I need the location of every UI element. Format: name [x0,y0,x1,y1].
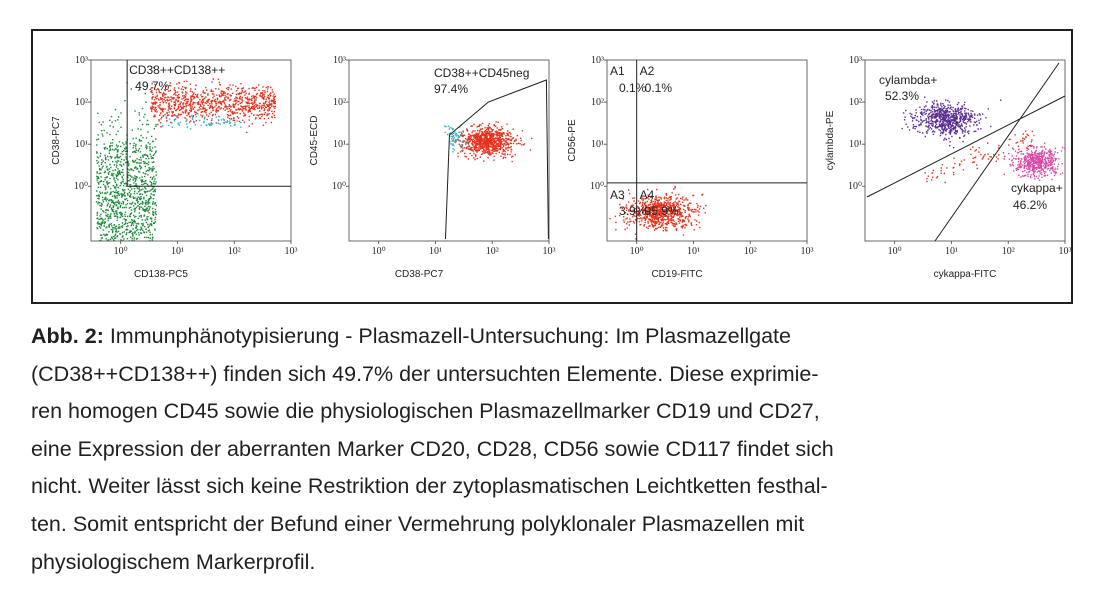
y-axis-label: cylambda-PE [825,110,836,170]
gate-percent: 49.7% [135,79,169,93]
y-tick-label: 10³ [591,55,604,66]
plot-frame [348,59,550,242]
caption-label: Abb. 2: [31,324,104,348]
x-tick-label: 10² [486,246,499,257]
gate-label: cylambda+ [879,73,937,87]
caption-line-1: Abb. 2: Immunphänotypisierung - Plasmaze… [31,318,1081,356]
plot-4: 10⁰ 10⁰ 10¹ 10¹ 10² 10² 10³ 10³ cykappa-FITC cyla… [825,55,1071,280]
scatter-points [609,185,707,240]
kappa-gate-line [934,62,1060,242]
x-axis-label: CD19-FITC [651,269,702,280]
x-axis-label: CD38-PC7 [395,269,444,280]
y-tick-label: 10² [75,97,88,108]
x-axis-label: CD138-PC5 [134,269,188,280]
quadrant-label: A3 [610,188,625,202]
caption-line-4: eine Expression der aberranten Marker CD… [31,436,834,461]
gate-percent: 97.4% [434,82,468,96]
plot-frame [90,59,292,242]
plot-3: 10⁰ 10⁰ 10¹ 10¹ 10² 10² 10³ 10³ CD19-FITC CD56-PE… [567,55,814,280]
gate-label: cykappa+ [1011,181,1063,195]
y-tick-label: 10³ [849,55,862,66]
y-tick-label: 10² [591,97,604,108]
plot-1: 10⁰ 10⁰ 10¹ 10¹ 10² 10² 10³ 10³ CD138-PC5 CD38-PC… [51,55,298,280]
caption-line-5: nicht. Weiter lässt sich keine Restrikti… [31,474,828,499]
caption-line-6: ten. Somit entspricht der Befund einer V… [31,511,805,536]
plot-2: 10⁰ 10⁰ 10¹ 10¹ 10² 10² 10³ 10³ CD38-PC7 CD45-ECD… [309,55,556,280]
plot-frame [606,59,808,242]
x-tick-label: 10³ [285,246,298,257]
population-magenta [1003,134,1065,181]
population-red [924,130,1033,184]
cd45neg-gate [444,79,549,240]
plot-frame [864,59,1066,242]
y-tick-label: 10⁰ [74,181,88,192]
x-tick-label: 10³ [1059,246,1072,257]
quadrant-label: A1 [610,64,625,78]
y-tick-label: 10³ [75,55,88,66]
y-axis-label: CD45-ECD [309,115,320,165]
x-tick-label: 10³ [801,246,814,257]
figure-frame: 10⁰ 10⁰ 10¹ 10¹ 10² 10² 10³ 10³ CD138-PC5 CD38-PC… [31,29,1073,304]
y-tick-label: 10⁰ [332,181,346,192]
population-green [95,66,157,241]
y-axis-label: CD38-PC7 [51,116,62,165]
y-tick-label: 10³ [333,55,346,66]
x-tick-label: 10⁰ [114,246,128,257]
population-cyan [443,124,472,153]
y-tick-label: 10¹ [75,139,88,150]
caption-line-3: ren homogen CD45 sowie die physiologisch… [31,399,820,424]
gate-percent: 46.2% [1013,198,1047,212]
gate-label: CD38++CD45neg [434,66,529,80]
scatter-points [95,66,277,241]
caption-text-1: Immunphänotypisierung - Plasmazell-Unter… [103,324,791,348]
y-tick-label: 10⁰ [590,181,604,192]
x-tick-label: 10⁰ [630,246,644,257]
flow-cytometry-plots: 10⁰ 10⁰ 10¹ 10¹ 10² 10² 10³ 10³ CD138-PC5 CD38-PC… [51,55,1071,280]
population-red [452,121,533,163]
population-red [150,78,277,134]
quadrant-percent: 95.9% [645,204,679,218]
x-tick-label: 10³ [543,246,556,257]
quadrant-label: A2 [640,64,655,78]
quadrant-percent: 3.9% [619,204,647,218]
y-tick-label: 10¹ [591,139,604,150]
x-tick-label: 10² [1002,246,1015,257]
x-tick-label: 10¹ [687,246,700,257]
x-tick-label: 10² [744,246,757,257]
y-tick-label: 10¹ [333,139,346,150]
population-purple [901,96,1002,149]
scatter-points [443,121,533,163]
caption-line-2: (CD38++CD138++) finden sich 49.7% der un… [31,361,819,386]
x-axis-label: cykappa-FITC [934,269,997,280]
gate-percent: 52.3% [885,89,919,103]
x-tick-label: 10¹ [945,246,958,257]
gate-label: CD38++CD138++ [129,63,225,77]
population-red [609,185,707,240]
y-axis-label: CD56-PE [567,119,578,162]
y-tick-label: 10⁰ [848,181,862,192]
scatter-points [901,96,1065,184]
quadrant-percent: 0.1% [645,81,673,95]
figure-caption: Abb. 2: Immunphänotypisierung - Plasmaze… [31,318,1081,581]
y-tick-label: 10² [333,97,346,108]
x-tick-label: 10¹ [429,246,442,257]
caption-line-7: physiologischem Markerprofil. [31,549,316,574]
quadrant-percent: 0.1% [619,81,647,95]
lambda-gate-line [866,95,1066,198]
quadrant-label: A4 [640,188,655,202]
y-tick-label: 10² [849,97,862,108]
plasma-cell-gate [126,60,291,187]
x-tick-label: 10¹ [171,246,184,257]
x-tick-label: 10⁰ [888,246,902,257]
x-tick-label: 10² [228,246,241,257]
y-tick-label: 10¹ [849,139,862,150]
x-tick-label: 10⁰ [372,246,386,257]
